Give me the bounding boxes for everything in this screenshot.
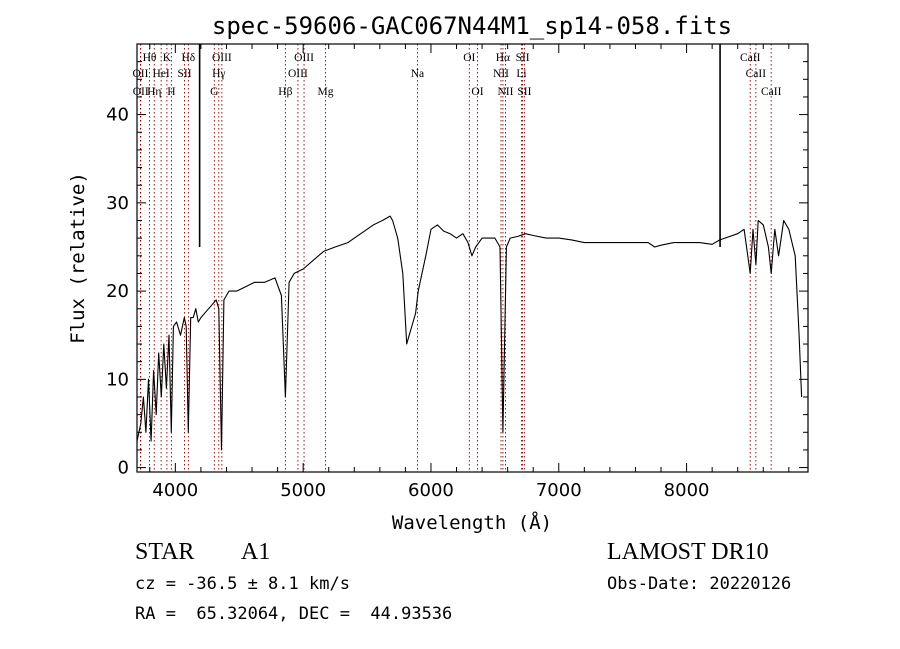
line-marker-label: Hδ xyxy=(182,52,196,64)
line-marker-label: SII xyxy=(178,68,192,80)
line-marker-label: OI xyxy=(463,52,475,64)
line-marker-label: Hβ xyxy=(278,86,292,98)
line-marker-label: SII xyxy=(516,52,530,64)
line-marker-label: OIII xyxy=(212,52,232,64)
redshift-readout: cz = -36.5 ± 8.1 km/s xyxy=(135,574,350,594)
x-axis-label: Wavelength (Å) xyxy=(392,511,552,534)
line-marker-label: CaII xyxy=(761,86,782,98)
line-marker-label: OII xyxy=(132,68,148,80)
x-tick-label: 7000 xyxy=(536,480,582,501)
line-marker-labels: OIIOIIHθHηHeIKSIIHHδHγGOIIIHβOIIIOIIIMgN… xyxy=(132,52,781,98)
line-marker-label: Hη xyxy=(147,86,161,98)
x-tick-label: 4000 xyxy=(152,480,198,501)
object-class: STAR xyxy=(135,539,195,565)
y-axis-label: Flux (relative) xyxy=(67,172,89,344)
coordinates-readout: RA = 65.32064, DEC = 44.93536 xyxy=(135,604,453,624)
chart-title: spec-59606-GAC067N44M1_sp14-058.fits xyxy=(212,12,732,40)
line-marker-label: OIII xyxy=(294,52,314,64)
line-marker-label: Hγ xyxy=(212,68,225,80)
survey-name: LAMOST DR10 xyxy=(607,539,769,565)
y-tick-label: 0 xyxy=(118,458,129,479)
line-marker-label: G xyxy=(210,86,218,98)
y-tick-label: 10 xyxy=(106,369,129,390)
line-marker-label: HeI xyxy=(153,68,170,80)
line-marker-label: H xyxy=(167,86,175,98)
line-marker-label: OI xyxy=(471,86,483,98)
axes: 4000 5000 6000 7000 8000 0 10 20 30 40 xyxy=(106,44,808,501)
x-tick-label: 6000 xyxy=(408,480,454,501)
spectrum-line xyxy=(136,215,803,451)
line-marker-label: Hα xyxy=(496,52,510,64)
y-tick-label: 40 xyxy=(106,105,129,126)
line-marker-label: Li xyxy=(516,68,526,80)
line-marker-label: CaII xyxy=(746,68,767,80)
y-tick-label: 30 xyxy=(106,193,129,214)
line-marker-label: OIII xyxy=(288,68,308,80)
line-marker-label: Hθ xyxy=(143,52,157,64)
line-marker-label: NII xyxy=(497,86,513,98)
line-marker-label: K xyxy=(163,52,172,64)
object-subclass: A1 xyxy=(241,539,271,565)
plot-frame xyxy=(136,43,809,473)
y-tick-label: 20 xyxy=(106,281,129,302)
line-markers xyxy=(140,44,772,472)
line-marker-label: Mg xyxy=(318,86,334,98)
line-marker-label: NII xyxy=(493,68,509,80)
observation-date: Obs-Date: 20220126 xyxy=(607,574,792,594)
x-tick-label: 8000 xyxy=(664,480,710,501)
line-marker-label: CaII xyxy=(740,52,761,64)
x-tick-label: 5000 xyxy=(280,480,326,501)
spectrum-trace xyxy=(136,44,803,451)
line-marker-label: SII xyxy=(517,86,531,98)
line-marker-label: Na xyxy=(411,68,424,80)
